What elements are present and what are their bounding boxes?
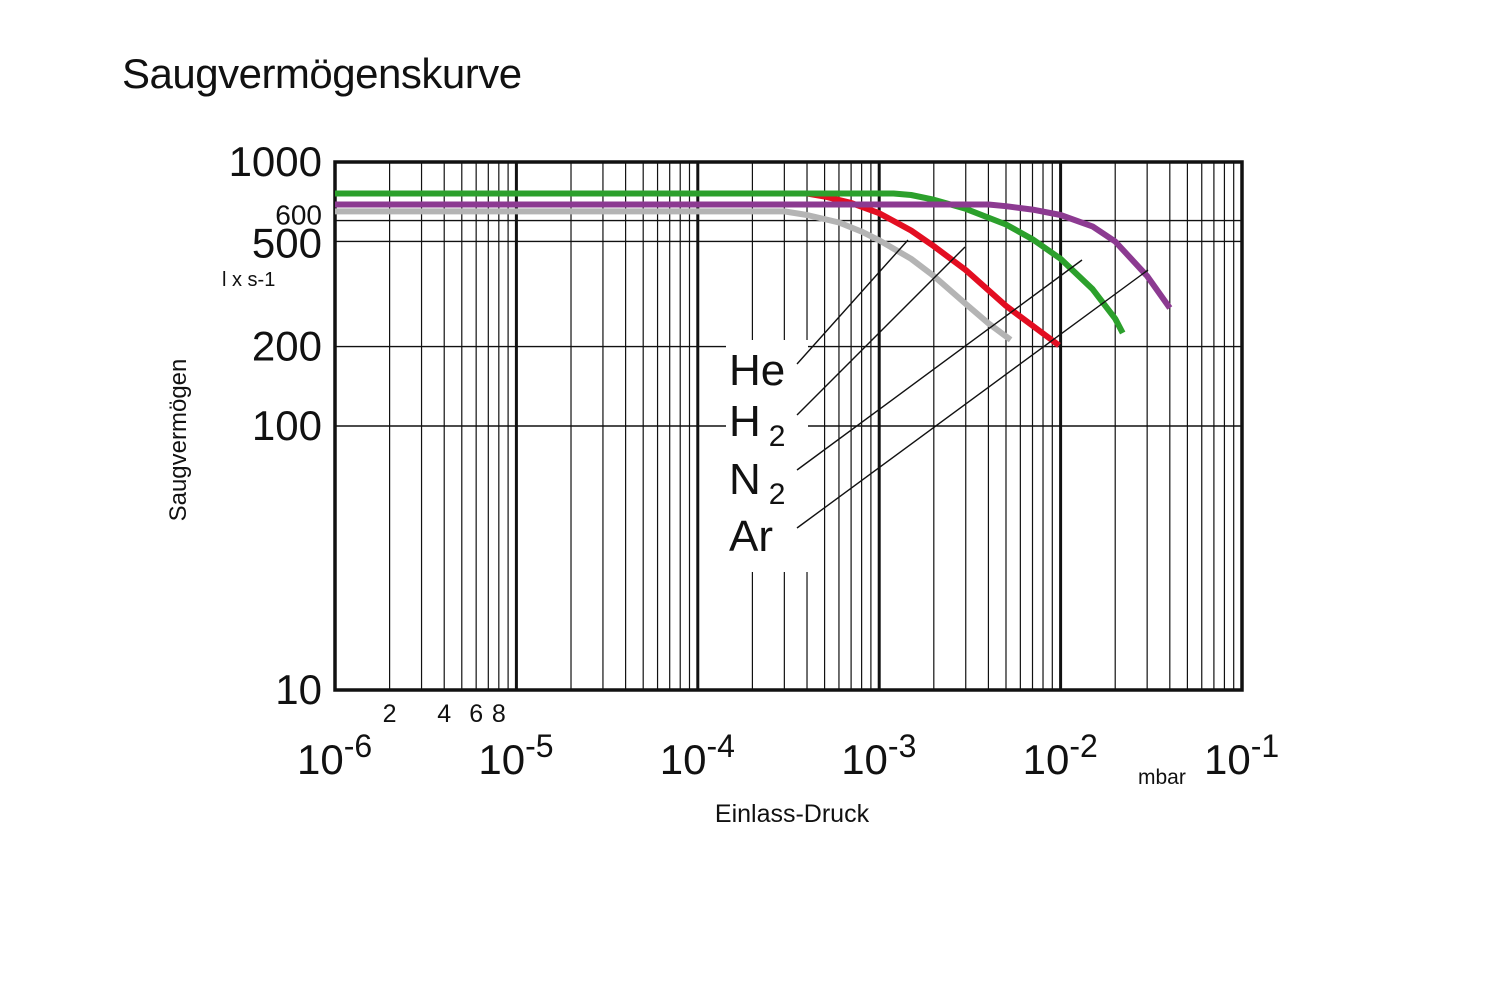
y-tick-label: 100 (252, 402, 322, 449)
x-tick-labels: 10-6 10-5 10-4 10-3 10-2 10-1 2 4 6 8 (297, 700, 1279, 783)
series-line-he (335, 208, 1013, 343)
y-unit-label: l x s-1 (222, 269, 275, 291)
y-axis-label: Saugvermögen (165, 359, 192, 522)
x-tick-label: 10-5 (478, 728, 553, 783)
series-line-n2 (335, 190, 1126, 335)
plot-frame (333, 160, 1244, 692)
x-tick-label: 10-4 (660, 728, 735, 783)
series-line-ar (335, 201, 1173, 310)
x-axis-label: Einlass-Druck (715, 800, 870, 828)
leader-line-ar (796, 269, 1149, 529)
x-minor-tick-label: 6 (469, 700, 483, 728)
legend-label-he: He (729, 346, 785, 395)
y-tick-label: 200 (252, 323, 322, 370)
x-tick-label: 10-3 (841, 728, 916, 783)
x-minor-tick-label: 8 (492, 700, 506, 728)
x-minor-tick-label: 4 (437, 700, 451, 728)
x-minor-tick-label: 2 (383, 700, 397, 728)
y-tick-label: 500 (252, 219, 322, 266)
grid-major (514, 162, 1063, 690)
leader-line-he (796, 239, 909, 365)
legend-labels: HeH 2N 2Ar (729, 346, 785, 561)
y-tick-label: 10 (275, 666, 322, 713)
legend-label-ar: Ar (729, 512, 773, 561)
x-unit-label: mbar (1138, 766, 1186, 789)
series-lines (335, 190, 1173, 348)
leader-line-h2 (796, 246, 966, 416)
legend-leaders (726, 239, 1149, 572)
chart-title: Saugvermögenskurve (122, 50, 522, 97)
y-tick-label: 1000 (229, 138, 322, 185)
x-tick-label: 10-6 (297, 728, 372, 783)
grid-minor (335, 162, 1242, 690)
leader-line-n2 (796, 259, 1083, 471)
plot-border (333, 160, 1244, 692)
y-tick-label: 600 (275, 200, 322, 231)
x-tick-label: 10-2 (1023, 728, 1098, 783)
legend-backdrop (726, 340, 808, 572)
x-tick-label: 10-1 (1204, 728, 1279, 783)
